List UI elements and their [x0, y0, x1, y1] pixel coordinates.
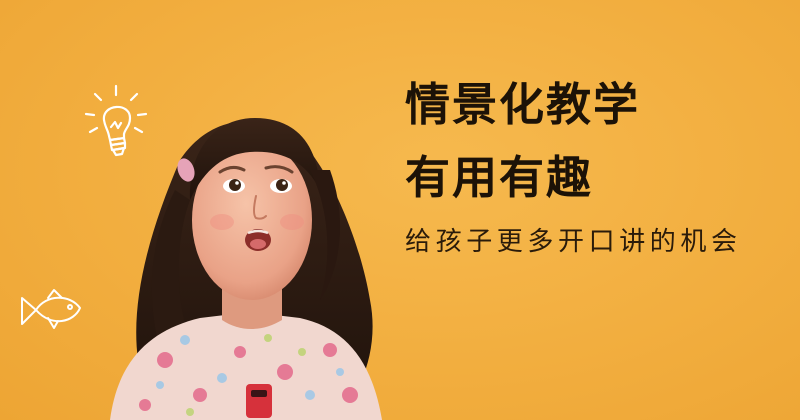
headline-line-1: 情景化教学	[405, 78, 641, 131]
headline-line-2: 有用有趣	[405, 151, 594, 204]
lightbulb-icon	[84, 84, 148, 157]
tagline: 给孩子更多开口讲的机会	[405, 227, 742, 257]
fish-icon	[21, 289, 81, 329]
